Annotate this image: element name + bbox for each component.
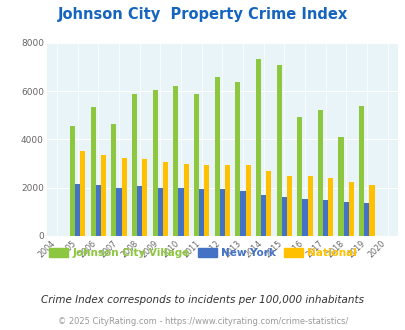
Bar [255, 59, 260, 236]
Bar [369, 184, 374, 236]
Text: Crime Index corresponds to incidents per 100,000 inhabitants: Crime Index corresponds to incidents per… [41, 295, 364, 305]
Bar [152, 90, 157, 236]
Bar [363, 203, 369, 236]
Bar [219, 189, 224, 236]
Bar [96, 185, 101, 236]
Bar [204, 165, 209, 236]
Bar [162, 162, 168, 236]
Bar [260, 195, 266, 236]
Text: Johnson City  Property Crime Index: Johnson City Property Crime Index [58, 7, 347, 22]
Bar [343, 202, 348, 236]
Bar [348, 182, 353, 236]
Bar [116, 188, 121, 236]
Text: © 2025 CityRating.com - https://www.cityrating.com/crime-statistics/: © 2025 CityRating.com - https://www.city… [58, 317, 347, 326]
Legend: Johnson City Village, New York, National: Johnson City Village, New York, National [45, 244, 360, 262]
Bar [358, 106, 363, 236]
Bar [266, 171, 271, 236]
Bar [183, 164, 188, 236]
Bar [296, 116, 302, 236]
Bar [322, 200, 327, 236]
Bar [240, 191, 245, 236]
Bar [214, 77, 219, 236]
Bar [338, 137, 343, 236]
Bar [281, 197, 286, 236]
Bar [302, 199, 307, 236]
Bar [90, 107, 96, 236]
Bar [276, 65, 281, 236]
Bar [80, 151, 85, 236]
Bar [245, 165, 250, 236]
Bar [198, 189, 204, 236]
Bar [178, 188, 183, 236]
Bar [70, 126, 75, 236]
Bar [157, 188, 162, 236]
Bar [101, 155, 106, 236]
Bar [317, 111, 322, 236]
Bar [132, 94, 137, 236]
Bar [286, 176, 291, 236]
Bar [307, 176, 312, 236]
Bar [137, 186, 142, 236]
Bar [327, 178, 333, 236]
Bar [194, 94, 198, 236]
Bar [173, 86, 178, 236]
Bar [111, 124, 116, 236]
Bar [75, 184, 80, 236]
Bar [234, 82, 240, 236]
Bar [142, 159, 147, 236]
Bar [224, 165, 230, 236]
Bar [121, 157, 126, 236]
